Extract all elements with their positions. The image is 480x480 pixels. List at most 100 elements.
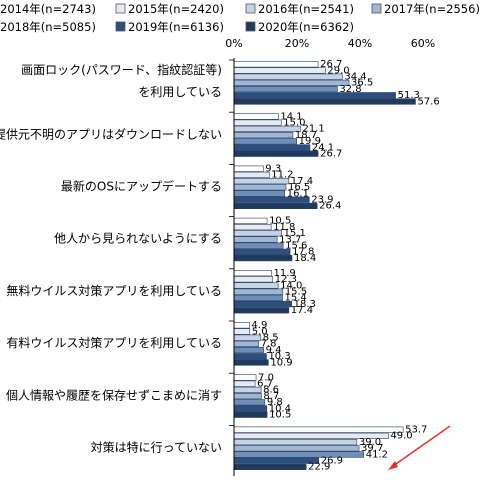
bar [233,113,279,120]
bar [233,282,279,289]
legend-label: 2015年(n=2420) [128,2,224,16]
data-label: 18.4 [294,253,316,264]
data-label: 26.9 [321,456,343,467]
legend-swatch [245,21,256,32]
data-label: 18.3 [294,299,316,310]
bar [233,451,365,458]
data-label: 10.3 [268,351,290,362]
data-label: 6.7 [257,379,273,390]
data-label: 17.8 [292,247,314,258]
data-label: 14.1 [280,111,302,122]
data-label: 18.7 [295,130,317,141]
bar [233,202,318,210]
data-label: 26.7 [320,59,342,70]
data-label: 24.1 [312,142,334,153]
bar [233,196,310,203]
bar [233,92,396,99]
data-label: 53.7 [405,425,427,436]
bar [233,79,350,86]
bar [233,132,294,139]
bar [233,386,262,394]
bar [233,67,326,74]
bar [233,438,358,446]
data-label: 15.6 [285,241,307,252]
category-label: を利用している [138,85,222,99]
data-label: 29.0 [327,65,349,76]
legend-swatch [245,3,256,14]
data-label: 15.5 [285,287,307,298]
x-tick-label: 0% [225,37,242,50]
annotation-arrowhead [388,461,398,470]
data-label: 19.9 [299,136,321,147]
data-label: 39.0 [359,437,381,448]
bar [233,346,264,354]
bar [233,150,319,157]
legend-label: 2018年(n=5085) [0,20,96,34]
bar [233,125,301,132]
bar [233,426,404,433]
bar [233,374,257,381]
bar [233,86,338,93]
bar [233,307,290,314]
data-label: 26.4 [319,201,341,212]
data-label: 8.7 [263,391,279,402]
data-label: 15.0 [283,118,305,129]
data-label: 14.0 [280,280,302,291]
data-label: 16.5 [288,182,310,193]
data-label: 9.4 [266,345,282,356]
bar [233,445,360,452]
legend-swatch [115,3,126,14]
x-tick-label: 60% [411,37,435,50]
legend-label: 2016年(n=2541) [258,2,354,16]
bar [233,242,284,249]
bar [233,359,269,366]
category-label: 対策は特に行っていない [91,440,222,455]
data-label: 8.6 [263,385,279,396]
category-label: 有料ウイルス対策アプリを利用している [6,336,222,350]
data-label: 49.0 [390,431,412,442]
bar [233,380,256,387]
category-label: 画面ロック(パスワード、指紋認証等) [21,62,222,77]
data-label: 51.3 [398,90,420,101]
category-label: 個人情報や履歴を保存せずこまめに消す [6,388,222,402]
data-label: 39.7 [361,443,383,454]
category-label: 最新のOSにアップデートする [61,179,222,194]
data-label: 57.6 [417,96,439,107]
data-label: 23.9 [311,195,333,206]
category-label: 提供元不明のアプリはダウンロードしない [0,126,222,141]
data-label: 11.9 [273,268,295,279]
bar [233,190,286,197]
legend-label: 2014年(n=2743) [0,2,96,16]
bar [233,411,268,418]
data-label: 5.0 [252,326,268,337]
bar [233,119,282,126]
bar [233,322,250,329]
bar [233,248,291,256]
legend-label: 2019年(n=6136) [128,20,224,34]
bar [233,171,270,179]
x-tick-label: 40% [348,37,372,50]
data-label: 17.4 [291,176,313,187]
bar [233,138,297,145]
category-label: 他人から見られないようにする [54,232,222,246]
bar [233,353,267,360]
category-label: 無料ウイルス対策アプリを利用している [6,283,222,298]
bar [233,98,416,105]
bar [233,217,268,225]
bar [233,276,274,283]
bar [233,294,283,302]
data-label: 15.1 [284,228,306,239]
data-label: 21.1 [302,124,324,135]
bar [233,255,293,262]
data-label: 7.8 [261,339,277,350]
data-label: 8.5 [263,333,279,344]
bar [233,178,290,185]
bar [233,463,307,471]
bar [233,300,292,308]
bar [233,399,266,406]
data-label: 10.5 [269,410,291,421]
bar [233,73,343,80]
bar [233,184,287,191]
bar [233,144,311,151]
